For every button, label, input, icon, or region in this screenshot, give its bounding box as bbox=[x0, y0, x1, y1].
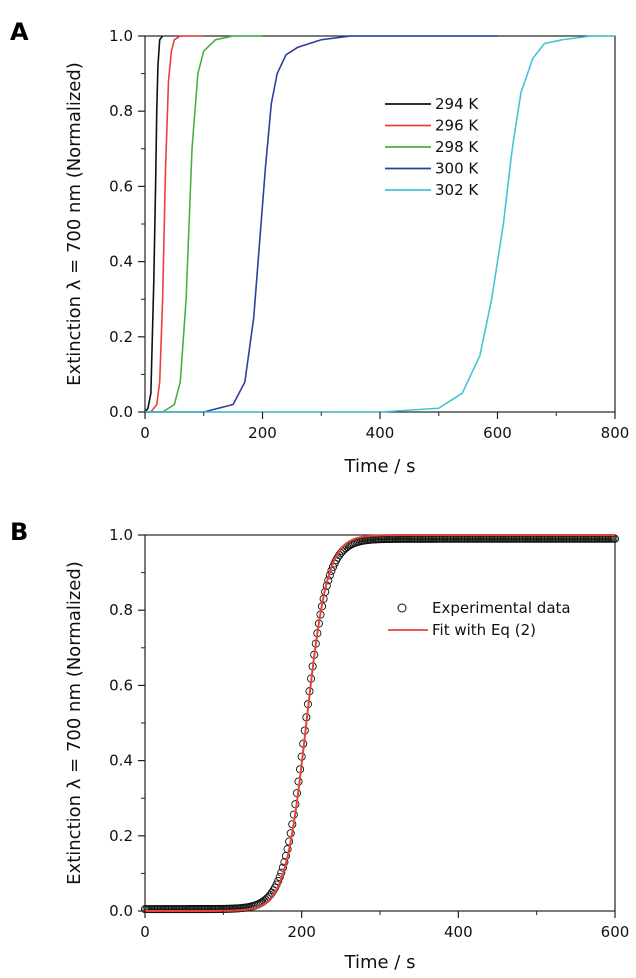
panel-b: B 0.0 0.2 0.4 0.6 0.8 1.0 0 200 400 600 Time / s… bbox=[10, 518, 629, 973]
panel-a-y-tick-label: 0.2 bbox=[109, 328, 133, 346]
panel-b-legend: Experimental data Fit with Eq (2) bbox=[388, 599, 571, 639]
panel-a-series-group bbox=[144, 35, 615, 413]
series-line-294-K bbox=[144, 35, 164, 413]
legend-label: 302 K bbox=[435, 181, 479, 199]
panel-b-x-tick-label: 0 bbox=[140, 923, 150, 941]
panel-a-x-tick-label: 0 bbox=[140, 424, 150, 442]
panel-b-y-tick-label: 0.0 bbox=[109, 902, 133, 920]
panel-a-plot-frame bbox=[144, 35, 616, 413]
panel-a-x-axis-title: Time / s bbox=[344, 456, 416, 477]
panel-b-y-tick-label: 1.0 bbox=[109, 526, 133, 544]
panel-b-x-axis-title: Time / s bbox=[344, 952, 416, 973]
legend-label: 298 K bbox=[435, 138, 479, 156]
legend-label: Experimental data bbox=[432, 599, 571, 617]
panel-a-y-tick-label: 0.8 bbox=[109, 102, 133, 120]
panel-b-plot-frame bbox=[144, 534, 616, 912]
series-line-300-K bbox=[145, 35, 498, 413]
panel-b-y-tick-label: 0.8 bbox=[109, 601, 133, 619]
panel-b-series-group bbox=[140, 534, 620, 914]
panel-a-x-tick-label: 800 bbox=[601, 424, 630, 442]
panel-a: A 0.0 0.2 0.4 0.6 0.8 1.0 0 200 400 600 800 Time … bbox=[10, 18, 629, 477]
series-line-302-K bbox=[145, 35, 615, 413]
panel-a-x-tick-label: 600 bbox=[483, 424, 512, 442]
panel-a-y-axis-title: Extinction λ = 700 nm (Normalized) bbox=[64, 62, 85, 386]
panel-a-y-tick-label: 0.6 bbox=[109, 177, 133, 195]
legend-swatch-experimental-data bbox=[397, 603, 407, 613]
panel-a-x-tick-label: 200 bbox=[248, 424, 277, 442]
panel-b-y-tick-label: 0.6 bbox=[109, 676, 133, 694]
panel-a-y-tick-label: 0.4 bbox=[109, 253, 133, 271]
fit-line bbox=[145, 534, 615, 912]
panel-a-y-tick-label: 0.0 bbox=[109, 403, 133, 421]
panel-a-legend: 294 K 296 K 298 K 300 K 302 K bbox=[385, 95, 479, 199]
panel-b-y-ticks: 0.0 0.2 0.4 0.6 0.8 1.0 bbox=[109, 526, 145, 920]
series-line-296-K bbox=[145, 35, 204, 413]
panel-a-y-tick-label: 1.0 bbox=[109, 27, 133, 45]
panel-b-x-tick-label: 600 bbox=[601, 923, 630, 941]
panel-b-y-tick-label: 0.2 bbox=[109, 827, 133, 845]
panel-b-x-tick-label: 200 bbox=[287, 923, 316, 941]
legend-label: 296 K bbox=[435, 117, 479, 135]
panel-a-y-ticks: 0.0 0.2 0.4 0.6 0.8 1.0 bbox=[109, 27, 145, 421]
panel-a-x-ticks: 0 200 400 600 800 bbox=[140, 412, 629, 442]
panel-b-x-ticks: 0 200 400 600 bbox=[140, 911, 629, 941]
legend-label: 294 K bbox=[435, 95, 479, 113]
panel-b-x-tick-label: 400 bbox=[444, 923, 473, 941]
legend-label: 300 K bbox=[435, 160, 479, 178]
legend-label: Fit with Eq (2) bbox=[432, 621, 536, 639]
panel-a-label: A bbox=[10, 18, 29, 46]
panel-b-y-tick-label: 0.4 bbox=[109, 752, 133, 770]
panel-a-x-tick-label: 400 bbox=[366, 424, 395, 442]
panel-b-label: B bbox=[10, 518, 28, 546]
panel-b-y-axis-title: Extinction λ = 700 nm (Normalized) bbox=[64, 561, 85, 885]
series-line-298-K bbox=[145, 35, 263, 413]
